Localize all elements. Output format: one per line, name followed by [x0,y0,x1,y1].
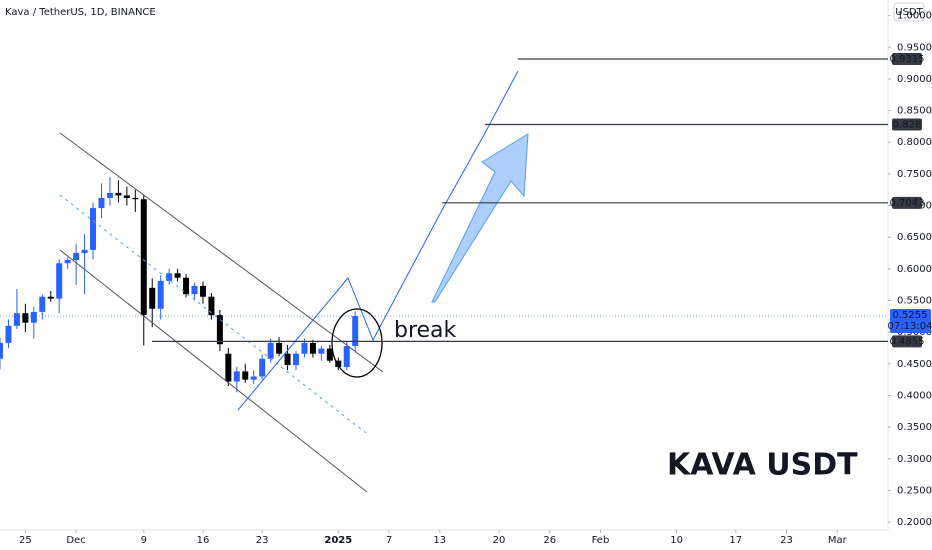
candle-body [166,273,173,281]
candle-body [352,316,359,347]
candle-body [208,296,215,316]
candle-body [225,353,232,382]
level-label-box [892,335,922,348]
arrow [431,133,529,303]
candle-body [216,315,223,345]
x-tick-label: Mar [828,535,848,546]
candle-body [22,313,29,323]
y-tick-label: 0.6500 [897,232,932,243]
candle-body [90,208,97,250]
y-tick-label: 0.7500 [897,169,932,180]
countdown: 07:13:04 [888,321,932,332]
candle-body [39,296,46,312]
candle-body [233,371,240,382]
candle-body [343,346,350,367]
candle-body [98,197,105,209]
candle-body [293,353,299,366]
y-tick-label: 0.2500 [897,485,932,496]
y-tick-label: 0.9500 [897,42,932,53]
candle-body [157,280,164,309]
y-tick-label: 0.2000 [897,517,932,528]
x-tick-label: 23 [256,535,269,546]
y-tick-label: 0.3000 [897,454,932,465]
channel-upper [59,132,384,373]
candle-body [30,311,37,323]
drawings [59,70,529,493]
level-label: 0.9315 [890,54,925,65]
candle-body [174,273,181,278]
y-tick-label: 0.8500 [897,106,932,117]
candle-body [73,253,80,260]
level-label-box [892,196,922,209]
y-tick-label: 0.6000 [897,264,932,275]
candle-body [123,195,130,198]
y-tick-label: 0.8000 [897,137,932,148]
x-tick-label: 10 [670,535,683,546]
candle-body [56,263,63,299]
x-tick-label: 2025 [324,535,352,546]
level-label: 0.7043 [890,198,925,209]
level-label: 0.828 [893,120,922,131]
candle-body [115,192,122,196]
y-tick-label: 0.3500 [897,422,932,433]
candle-body [191,285,198,295]
x-tick-label: 20 [493,535,506,546]
candle-body [284,353,291,366]
projection-path [237,70,519,411]
x-tick-label: 26 [543,535,556,546]
last-price-box [890,309,931,334]
candle-body [5,325,12,343]
candle-body [309,342,316,354]
x-tick-label: 16 [197,535,210,546]
candle-body [183,277,190,295]
series-layer [0,177,888,393]
candle-body [64,259,71,264]
candle-body [149,287,156,309]
candle-body [259,358,266,377]
candle-body [335,360,342,367]
chart-title: Kava / TetherUS, 1D, BINANCE [5,7,156,18]
level-label: 0.4855 [890,336,925,347]
annotation: KAVA USDT [667,448,858,483]
candle-body [318,348,325,354]
last-price-label: 0.5255 [893,310,928,321]
channel-mid [59,194,367,434]
candle-body [276,342,283,354]
candle-body [326,348,333,361]
y-tick-label: 0.5500 [897,296,932,307]
candle-body [250,376,257,380]
candle-body [132,197,139,200]
candle-body [199,285,206,297]
candle-body [301,342,308,354]
x-tick-label: Feb [592,535,610,546]
level-label-box [892,53,922,66]
y-tick-label: 0.4000 [897,390,932,401]
x-tick-label: 25 [19,535,32,546]
currency-box[interactable] [893,2,925,22]
candle-body [242,371,249,380]
candle-body [0,342,3,359]
x-tick-label: 9 [141,535,147,546]
y-tick-label: 1.0000 [897,11,932,22]
x-tick-label: 13 [433,535,446,546]
annotation: break [394,318,457,343]
x-tick-label: 17 [729,535,742,546]
candle-body [81,249,88,254]
candle-body [140,199,147,316]
candle-body [47,296,54,299]
candle-body [106,192,113,198]
level-label-box [892,118,922,131]
candle-body [13,313,20,326]
y-tick-label: 0.4500 [897,359,932,370]
channel-lower [59,249,368,493]
y-tick-label: 0.9000 [897,74,932,85]
x-tick-label: 23 [780,535,793,546]
x-tick-label: Dec [66,535,85,546]
break-circle [331,308,383,378]
candle-body [267,342,274,359]
x-tick-label: 7 [386,535,392,546]
currency[interactable]: USDT [895,7,923,18]
